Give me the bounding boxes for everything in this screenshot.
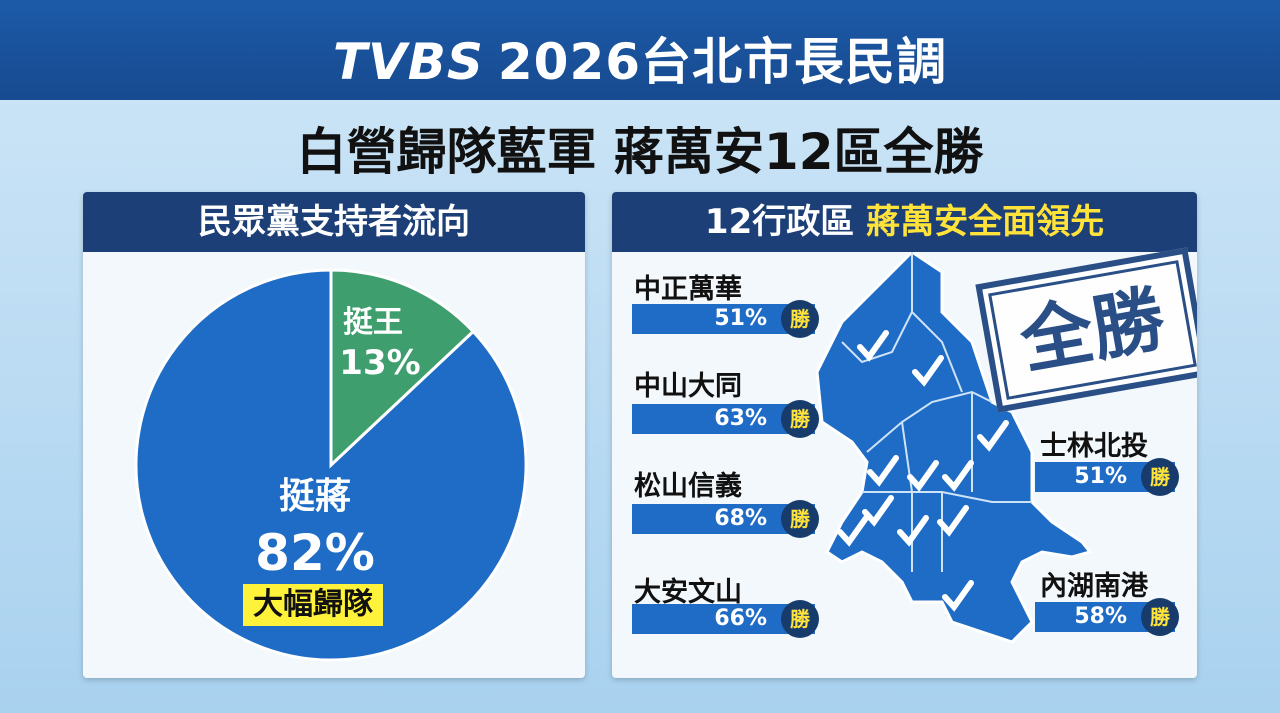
district-value: 63%: [714, 406, 767, 431]
annotation-badge: 大幅歸隊: [243, 584, 383, 626]
pie-slice-wang: [329, 268, 476, 469]
check-icon: [897, 515, 929, 547]
header-band: [0, 0, 1280, 100]
check-icon: [837, 515, 869, 547]
win-badge: 勝: [1141, 598, 1179, 636]
district-name: 中正萬華: [634, 274, 742, 305]
district-name: 內湖南港: [1040, 571, 1148, 602]
value-wang: 13%: [339, 343, 420, 383]
check-icon: [942, 580, 974, 612]
district-name: 士林北投: [1040, 431, 1148, 462]
district-bar: 63% 勝: [632, 400, 819, 438]
check-icon: [912, 355, 944, 387]
label-chiang: 挺蔣: [279, 476, 351, 517]
win-badge: 勝: [781, 400, 819, 438]
district-name: 中山大同: [634, 371, 742, 402]
win-badge: 勝: [781, 300, 819, 338]
map-panel: 12行政區 蔣萬安全面領先 全勝 中正萬華 51% 勝中山大同 63% 勝松山信義 …: [612, 192, 1197, 678]
label-wang: 挺王: [343, 305, 403, 340]
check-icon: [907, 460, 939, 492]
check-icon: [857, 330, 889, 362]
district-bar: 68% 勝: [632, 500, 819, 538]
district-name: 大安文山: [634, 577, 742, 608]
check-icon: [942, 460, 974, 492]
district-value: 51%: [1074, 464, 1127, 489]
check-icon: [937, 505, 969, 537]
main-title: TVBS 2026台北市長民調: [332, 33, 948, 91]
map-shape: [815, 252, 1093, 644]
district-bar: 51% 勝: [1035, 458, 1179, 496]
win-badge: 勝: [781, 500, 819, 538]
district-value: 58%: [1074, 604, 1127, 629]
district-value: 51%: [714, 306, 767, 331]
district-bar: 66% 勝: [632, 600, 819, 638]
win-badge: 勝: [781, 600, 819, 638]
district-bar: 58% 勝: [1035, 598, 1179, 636]
check-icon: [862, 495, 894, 527]
pie-panel-title: 民眾黨支持者流向: [83, 192, 585, 252]
check-icon: [977, 420, 1009, 452]
district-bar: 51% 勝: [632, 300, 819, 338]
district-value: 68%: [714, 506, 767, 531]
subtitle: 白營歸隊藍軍 蔣萬安12區全勝: [296, 123, 984, 181]
win-badge: 勝: [1141, 458, 1179, 496]
value-chiang: 82%: [255, 524, 375, 582]
district-value: 66%: [714, 606, 767, 631]
pie-panel: 民眾黨支持者流向 挺王 13% 挺蔣 82% 大幅歸隊: [83, 192, 585, 678]
map-panel-title: 12行政區 蔣萬安全面領先: [612, 192, 1197, 252]
taipei-map: [815, 252, 1093, 644]
district-name: 松山信義: [634, 471, 742, 502]
tvbs-logo: TVBS: [332, 33, 484, 91]
check-icon: [867, 455, 899, 487]
